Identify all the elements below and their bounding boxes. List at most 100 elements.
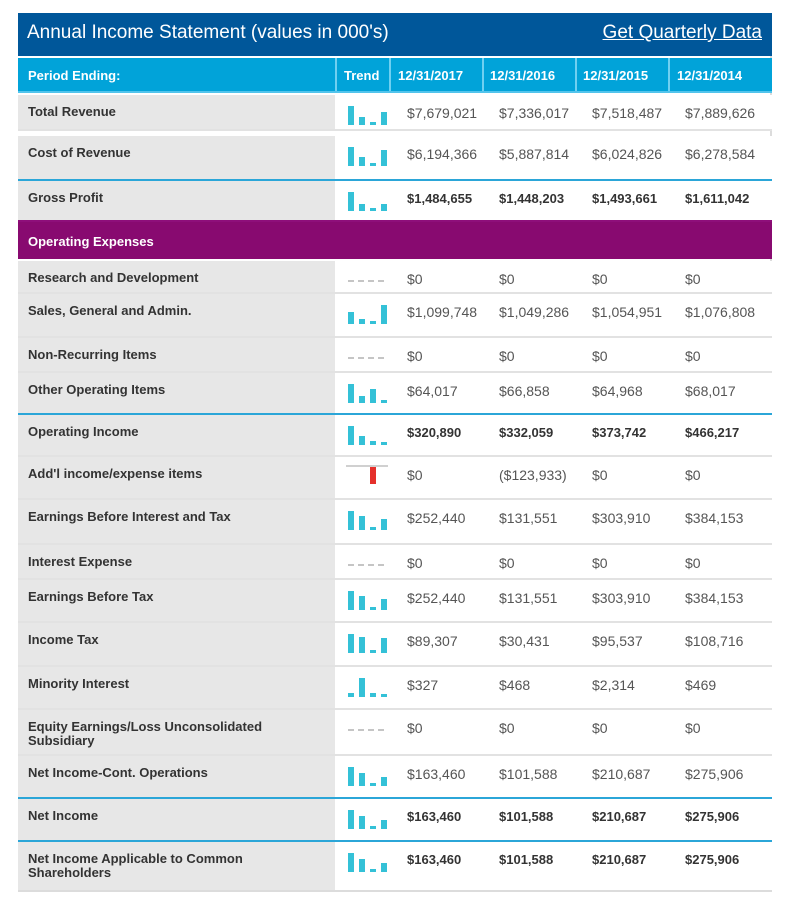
- table-row: Earnings Before Tax $252,440 $131,551 $303,…: [18, 580, 772, 621]
- trend-bar: [381, 820, 387, 829]
- trend-sparkline[interactable]: [337, 457, 389, 498]
- get-quarterly-data-link[interactable]: Get Quarterly Data: [602, 22, 762, 43]
- value-cell: $252,440: [407, 510, 466, 526]
- table-row: Net Income $163,460 $101,588 $210,687 $275,9…: [18, 799, 772, 840]
- value-cell: $1,484,655: [407, 191, 473, 206]
- trend-bar: [359, 773, 365, 786]
- trend-sparkline[interactable]: [337, 710, 389, 754]
- table-row: Total Revenue $7,679,021 $7,336,017 $7,518,…: [18, 95, 772, 129]
- value-cell: $1,493,661: [592, 191, 658, 206]
- row-label: Earnings Before Interest and Tax: [28, 509, 231, 524]
- trend-sparkline[interactable]: [337, 95, 389, 129]
- value-cell: $0: [685, 555, 701, 571]
- value-cell: $275,906: [685, 809, 740, 824]
- trend-sparkline[interactable]: [337, 181, 389, 222]
- trend-sparkline[interactable]: [337, 294, 389, 336]
- row-separator: [18, 797, 772, 799]
- trend-bar: [370, 321, 376, 324]
- trend-sparkline[interactable]: [337, 799, 389, 840]
- value-cell: $0: [592, 720, 608, 736]
- date-header-2017[interactable]: 12/31/2017: [398, 68, 464, 83]
- value-cell: $327: [407, 677, 439, 693]
- table-row: Cost of Revenue $6,194,366 $5,887,814 $6,02…: [18, 136, 772, 179]
- trend-sparkline[interactable]: [337, 756, 389, 797]
- value-cell: $7,679,021: [407, 105, 478, 121]
- trend-bars: [346, 191, 387, 211]
- trend-sparkline[interactable]: [337, 415, 389, 455]
- trend-bar: [348, 384, 354, 403]
- table-row: Add'l income/expense items $0 ($123,933) $0…: [18, 457, 772, 498]
- row-label: Research and Development: [28, 270, 199, 285]
- trend-sparkline[interactable]: [337, 136, 389, 179]
- row-label: Net Income-Cont. Operations: [28, 765, 208, 780]
- row-label-cell: Total Revenue: [18, 95, 335, 129]
- value-cell: $0: [592, 467, 608, 483]
- value-cell: $163,460: [407, 852, 462, 867]
- row-values: $0 $0 $0 $0: [391, 261, 772, 292]
- trend-bar: [359, 859, 365, 872]
- trend-bar: [370, 692, 376, 697]
- value-cell: $101,588: [499, 766, 558, 782]
- trend-sparkline[interactable]: [337, 667, 389, 708]
- value-cell: ($123,933): [499, 467, 567, 483]
- row-label: Other Operating Items: [28, 382, 166, 397]
- trend-sparkline[interactable]: [337, 500, 389, 543]
- row-separator: [18, 129, 772, 131]
- row-label-cell: Research and Development: [18, 261, 335, 292]
- value-cell: $468: [499, 677, 531, 693]
- trend-sparkline[interactable]: [337, 580, 389, 621]
- row-separator: [18, 578, 772, 580]
- value-cell: $6,024,826: [592, 146, 663, 162]
- trend-bars: [346, 383, 387, 403]
- trend-sparkline[interactable]: [337, 623, 389, 665]
- row-values: $0 $0 $0 $0: [391, 338, 772, 371]
- negative-trend-bar: [370, 467, 376, 484]
- date-header-2014[interactable]: 12/31/2014: [677, 68, 743, 83]
- row-label-cell: Add'l income/expense items: [18, 457, 335, 498]
- trend-bars: [346, 146, 387, 166]
- trend-bar: [359, 436, 365, 445]
- trend-bar: [381, 637, 387, 653]
- value-cell: $320,890: [407, 425, 462, 440]
- trend-bar: [359, 678, 365, 697]
- trend-sparkline[interactable]: [337, 842, 389, 890]
- trend-bar: [370, 122, 376, 125]
- value-cell: $131,551: [499, 590, 558, 606]
- row-separator: [18, 708, 772, 710]
- table-row: Interest Expense $0 $0 $0 $0: [18, 545, 772, 578]
- trend-sparkline[interactable]: [337, 373, 389, 413]
- table-row: Operating Income $320,890 $332,059 $373,742…: [18, 415, 772, 455]
- value-cell: $7,889,626: [685, 105, 756, 121]
- row-label-cell: Non-Recurring Items: [18, 338, 335, 371]
- row-values: $7,679,021 $7,336,017 $7,518,487 $7,889,626: [391, 95, 772, 129]
- value-cell: $101,588: [499, 852, 554, 867]
- trend-bar: [348, 810, 354, 829]
- value-cell: $0: [685, 271, 701, 287]
- trend-bar: [381, 400, 387, 403]
- trend-sparkline[interactable]: [337, 545, 389, 578]
- value-cell: $95,537: [592, 633, 643, 649]
- column-divider: [668, 58, 670, 91]
- trend-sparkline[interactable]: [337, 261, 389, 292]
- table-row: Income Tax $89,307 $30,431 $95,537 $108,716: [18, 623, 772, 665]
- value-cell: $0: [499, 348, 515, 364]
- table-row: Net Income-Cont. Operations $163,460 $101,…: [18, 756, 772, 797]
- trend-sparkline[interactable]: [337, 338, 389, 371]
- value-cell: $0: [407, 720, 423, 736]
- trend-bar: [348, 634, 354, 653]
- trend-bars: [346, 677, 387, 697]
- row-label: Earnings Before Tax: [28, 589, 154, 604]
- value-cell: $1,448,203: [499, 191, 565, 206]
- row-values: $327 $468 $2,314 $469: [391, 667, 772, 708]
- table-title: Annual Income Statement (values in 000's…: [27, 22, 389, 43]
- date-header-2016[interactable]: 12/31/2016: [490, 68, 556, 83]
- row-values: $0 $0 $0 $0: [391, 545, 772, 578]
- row-values: $320,890 $332,059 $373,742 $466,217: [391, 415, 772, 455]
- flat-trend-line: [348, 729, 384, 731]
- table-row: Earnings Before Interest and Tax $252,440…: [18, 500, 772, 543]
- table-header: Annual Income Statement (values in 000's…: [18, 13, 772, 56]
- row-values: $0 ($123,933) $0 $0: [391, 457, 772, 498]
- value-cell: $384,153: [685, 510, 744, 526]
- row-label: Net Income Applicable to Common Sharehol…: [28, 851, 243, 880]
- date-header-2015[interactable]: 12/31/2015: [583, 68, 649, 83]
